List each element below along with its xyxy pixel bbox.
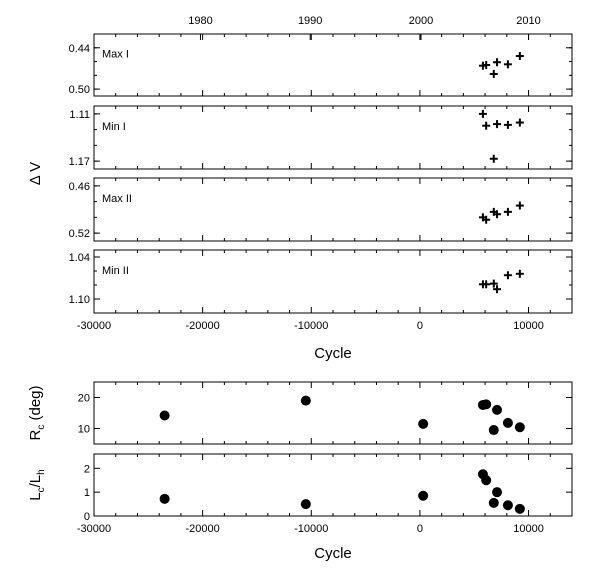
x-tick-label: -20000 xyxy=(186,523,220,535)
rc-axis-label: Rc (deg) xyxy=(27,385,47,440)
data-point xyxy=(489,279,498,288)
panel-label: Min II xyxy=(102,265,129,277)
y-tick-label: 2 xyxy=(84,463,90,475)
delta-v-group: 1980 1990 2000 2010 0.44 0.50 Max I 1.11 1.17 Mi… xyxy=(27,15,573,362)
data-point xyxy=(489,69,498,78)
data-point xyxy=(502,500,513,511)
year-tick-label: 2000 xyxy=(409,15,433,27)
panel-label: Max I xyxy=(102,49,129,61)
rc-lc-panels: 10 20 Rc (deg) 0 1 2 Lc/Lh xyxy=(27,381,573,523)
panel-frame xyxy=(93,177,573,242)
y-tick-label: 1.17 xyxy=(69,156,90,168)
panel-max-i: 0.44 0.50 Max I xyxy=(69,33,573,97)
data-point xyxy=(493,120,502,129)
data-point xyxy=(493,58,502,67)
data-point xyxy=(492,404,503,415)
panel-min-ii: 1.04 1.10 Min II xyxy=(69,249,573,314)
panel-frame xyxy=(93,105,573,170)
data-point xyxy=(482,280,491,289)
y-tick-label: 0.52 xyxy=(69,228,90,240)
delta-v-axis-label: Δ V xyxy=(27,162,44,185)
y-tick-label: 0.50 xyxy=(69,84,90,96)
data-point xyxy=(492,487,503,498)
data-point xyxy=(418,418,429,429)
delta-v-panels: 0.44 0.50 Max I 1.11 1.17 Min I 0.46 0.52 Max II… xyxy=(69,33,573,314)
panel-label: Max II xyxy=(102,193,132,205)
panel-label: Min I xyxy=(102,121,126,133)
panel-lc-lh: 0 1 2 Lc/Lh xyxy=(27,453,573,523)
x-tick-label: 0 xyxy=(417,523,423,535)
data-point xyxy=(493,210,502,219)
data-point xyxy=(515,201,524,210)
data-point xyxy=(481,399,492,410)
top-year-axis: 1980 1990 2000 2010 xyxy=(188,15,541,40)
data-point xyxy=(503,271,512,280)
data-point xyxy=(482,121,491,130)
x-tick-label: -10000 xyxy=(294,523,328,535)
data-point xyxy=(159,410,170,421)
panel-frame xyxy=(93,249,573,314)
data-point xyxy=(488,497,499,508)
y-tick-label: 10 xyxy=(78,424,90,436)
data-point xyxy=(482,61,491,69)
data-point xyxy=(478,109,487,118)
data-point xyxy=(515,118,524,127)
y-tick-label: 0.46 xyxy=(69,181,90,193)
x-tick-label: 10000 xyxy=(513,523,544,535)
data-point xyxy=(418,490,429,501)
data-point xyxy=(489,154,498,163)
data-point xyxy=(481,475,492,486)
cycle-axis-label-bottom-figure: Cycle xyxy=(314,545,352,562)
data-point xyxy=(300,499,311,510)
cycle-axis-top-figure: -30000 -20000 -10000 0 10000 xyxy=(77,320,544,332)
data-point xyxy=(514,503,525,514)
data-point xyxy=(503,60,512,69)
data-point xyxy=(514,422,525,433)
year-tick-label: 2010 xyxy=(516,15,540,27)
year-tick-label: 1990 xyxy=(298,15,322,27)
x-tick-label: -10000 xyxy=(294,320,328,332)
panel-frame xyxy=(93,33,573,97)
data-point xyxy=(503,207,512,216)
panel-max-ii: 0.46 0.52 Max II xyxy=(69,177,573,242)
y-tick-label: 1.10 xyxy=(69,294,90,306)
x-tick-label: 0 xyxy=(417,320,423,332)
data-point xyxy=(300,395,311,406)
data-point xyxy=(503,120,512,129)
y-tick-label: 1.11 xyxy=(69,109,90,121)
data-point xyxy=(159,493,170,504)
panel-frame xyxy=(93,453,573,517)
data-point xyxy=(482,215,491,224)
cycle-axis-label-top-figure: Cycle xyxy=(314,345,352,362)
panel-min-i: 1.11 1.17 Min I xyxy=(69,105,573,170)
x-tick-label: -30000 xyxy=(77,523,111,535)
x-tick-label: -30000 xyxy=(77,320,111,332)
data-point xyxy=(502,417,513,428)
y-tick-label: 0.44 xyxy=(69,43,90,55)
lc-lh-axis-label: Lc/Lh xyxy=(27,469,47,500)
x-tick-label: -20000 xyxy=(186,320,220,332)
data-point xyxy=(493,285,502,294)
cycle-axis-bottom-figure: -30000 -20000 -10000 0 10000 xyxy=(77,523,544,535)
data-point xyxy=(515,52,524,61)
y-tick-label: 20 xyxy=(78,393,90,405)
y-tick-label: 1 xyxy=(84,487,90,499)
data-point xyxy=(488,425,499,436)
y-tick-label: 1.04 xyxy=(69,252,90,264)
panel-rc: 10 20 Rc (deg) xyxy=(27,381,573,445)
year-tick-label: 1980 xyxy=(188,15,212,27)
x-tick-label: 10000 xyxy=(513,320,544,332)
data-point xyxy=(515,269,524,278)
y-tick-label: 0 xyxy=(84,511,90,523)
